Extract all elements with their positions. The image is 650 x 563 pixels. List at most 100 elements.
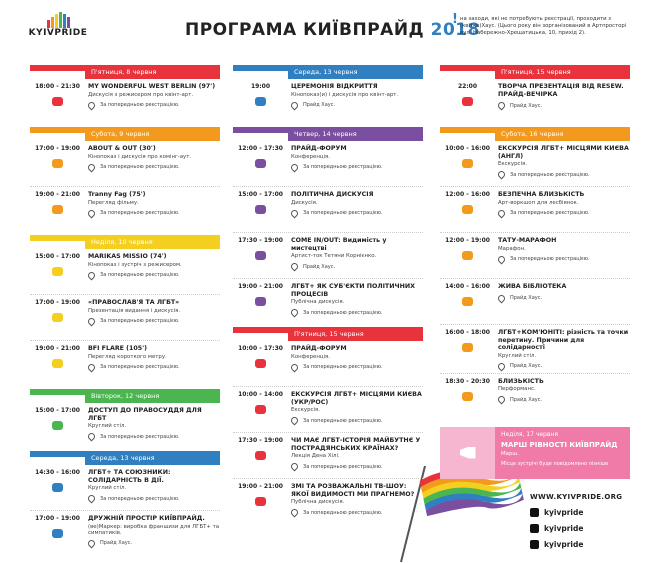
event-time: 14:00 - 16:00 bbox=[445, 283, 490, 290]
event-text: ПРАЙД-ФОРУМ Конференція. За попередньою ре… bbox=[288, 145, 423, 183]
event-time-box: 18:30 - 20:30 bbox=[440, 378, 495, 416]
event-time-box: 15:00 - 17:00 bbox=[30, 253, 85, 291]
event-text: MARIKAS MISSIO (74') Кінопоказ і зустріч … bbox=[85, 253, 220, 291]
event-time: 10:00 - 17:30 bbox=[238, 345, 283, 352]
event-time: 15:00 - 17:00 bbox=[238, 191, 283, 198]
event: 17:30 - 19:00 COME IN/OUT: Видимість у ми… bbox=[233, 232, 423, 278]
event-text: ЛГБТ+ ЯК СУБ'ЄКТИ ПОЛІТИЧНИХ ПРОЦЕСІВ Пуб… bbox=[288, 283, 423, 321]
event-title: MARIKAS MISSIO (74') bbox=[88, 253, 167, 260]
event-text: Tranny Fag (75') Перегляд фільму. За попер… bbox=[85, 191, 220, 229]
march-title: МАРШ РІВНОСТІ КИЇВПРАЙД bbox=[501, 440, 618, 449]
event-description: Арт-воркшоп для лесбіянок. bbox=[498, 199, 579, 206]
pin-icon bbox=[496, 361, 507, 371]
event-text: ЗМІ ТА РОЗВАЖАЛЬНІ ТВ-ШОУ: ЯКОЇ ВИДИМОСТ… bbox=[288, 483, 423, 521]
pin-icon bbox=[289, 261, 300, 272]
pin-icon bbox=[86, 270, 97, 280]
day-label: Вівторок, 12 червня bbox=[85, 389, 220, 403]
event: 12:00 - 16:00 БЕЗПЕЧНА БЛИЗЬКІСТЬ Арт-ворк… bbox=[440, 186, 630, 232]
event-text: ЦЕРЕМОНІЯ ВІДКРИТТЯ Кінопоказ(и) і дискус… bbox=[288, 83, 423, 121]
event-time: 19:00 - 21:00 bbox=[238, 483, 283, 490]
event-text: COME IN/OUT: Видимість у мистецтві Артист… bbox=[288, 237, 423, 275]
event-location: За попередньою реєстрацією. bbox=[289, 461, 423, 472]
event-time-box: 12:00 - 17:30 bbox=[233, 145, 288, 183]
social-icon bbox=[530, 507, 539, 517]
pin-icon bbox=[289, 415, 300, 426]
location-text: За попередньою реєстрацією. bbox=[100, 164, 180, 170]
rainbow-flag bbox=[400, 464, 524, 563]
event-location: За попередньою реєстрацією. bbox=[289, 507, 423, 518]
event-icon bbox=[255, 497, 266, 506]
event-time: 12:00 - 19:00 bbox=[445, 237, 490, 244]
location-text: За попередньою реєстрацією. bbox=[303, 463, 383, 470]
event-time: 16:00 - 18:00 bbox=[445, 329, 490, 336]
event-icon bbox=[255, 159, 266, 168]
location-text: За попередньою реєстрацією. bbox=[303, 210, 383, 216]
event-location: За попередньою реєстрацією. bbox=[496, 254, 630, 264]
event-title: БЛИЗЬКІСТЬ bbox=[498, 377, 544, 385]
event-title: ЧИ МАЄ ЛГБТ-ІСТОРІЯ МАЙБУТНЄ У ПОСТРАДЯН… bbox=[291, 437, 421, 452]
event-title: COME IN/OUT: Видимість у мистецтві bbox=[291, 237, 387, 252]
march-text: Неділя, 17 червня МАРШ РІВНОСТІ КИЇВПРАЙД… bbox=[495, 426, 630, 479]
event: 19:00 - 21:00 Tranny Fag (75') Перегляд фі… bbox=[30, 186, 220, 232]
event-time: 10:00 - 16:00 bbox=[445, 145, 490, 152]
event-description: Перегляд короткого метру. bbox=[88, 353, 167, 360]
event-location: За попередньою реєстрацією. bbox=[496, 208, 630, 218]
location-text: Прайд Хаус. bbox=[100, 540, 133, 546]
megaphone-icon bbox=[459, 446, 476, 459]
event-description: Перформанс. bbox=[498, 386, 536, 392]
event: 17:00 - 19:00 «ПРАВОСЛАВ'Я ТА ЛГБТ» Презен… bbox=[30, 294, 220, 340]
event-text: ПРАЙД-ФОРУМ Конференція. За попередньою ре… bbox=[288, 345, 423, 383]
event-location: За попередньою реєстрацією. bbox=[86, 208, 220, 218]
event-time: 17:00 - 19:00 bbox=[35, 299, 80, 306]
march-icon-box bbox=[440, 427, 495, 479]
pin-icon bbox=[86, 538, 97, 548]
march-box: Неділя, 17 червня МАРШ РІВНОСТІ КИЇВПРАЙД… bbox=[440, 426, 630, 479]
day-header: Вівторок, 12 червня bbox=[30, 389, 220, 403]
pin-icon bbox=[496, 254, 507, 264]
event: 17:30 - 19:00 ЧИ МАЄ ЛГБТ-ІСТОРІЯ МАЙБУТН… bbox=[233, 432, 423, 478]
event-time: 17:00 - 19:00 bbox=[35, 145, 80, 152]
event: 15:00 - 17:00 ДОСТУП ДО ПРАВОСУДДЯ ДЛЯ ЛГ… bbox=[30, 403, 220, 448]
event-description: Конференція. bbox=[291, 353, 330, 360]
pin-icon bbox=[289, 362, 300, 372]
day-header: П'ятниця, 8 червня bbox=[30, 65, 220, 79]
event-title: ЕКСКУРСІЯ ЛГБТ+ МІСЦЯМИ КИЄВА (АНГЛ) bbox=[498, 145, 629, 160]
event-location: Прайд Хаус. bbox=[86, 538, 220, 548]
event-title: ЦЕРЕМОНІЯ ВІДКРИТТЯ bbox=[291, 83, 378, 90]
day-label: Четвер, 14 червня bbox=[288, 127, 423, 141]
event-time-box: 10:00 - 16:00 bbox=[440, 145, 495, 183]
event-title: MY WONDERFUL WEST BERLIN (97') bbox=[88, 83, 216, 90]
event-location: За попередньою реєстрацією. bbox=[496, 169, 630, 180]
event-title: Tranny Fag (75') bbox=[88, 191, 146, 198]
logo-text: KYIVPRIDE bbox=[28, 28, 88, 38]
event-location: За попередньою реєстрацією. bbox=[86, 362, 220, 372]
event-title: ТАТУ-МАРАФОН bbox=[498, 237, 557, 244]
pin-icon bbox=[289, 461, 300, 472]
event: 19:00 ЦЕРЕМОНІЯ ВІДКРИТТЯ Кінопоказ(и) і д… bbox=[233, 79, 423, 124]
event-text: БЛИЗЬКІСТЬ Перформанс. Прайд Хаус. bbox=[495, 378, 630, 416]
event-icon bbox=[52, 159, 63, 168]
event-time: 17:30 - 19:00 bbox=[238, 237, 283, 244]
event-text: БЕЗПЕЧНА БЛИЗЬКІСТЬ Арт-воркшоп для лесбі… bbox=[495, 191, 630, 229]
day-strip bbox=[233, 127, 288, 133]
event: 19:00 - 21:00 ЗМІ ТА РОЗВАЖАЛЬНІ ТВ-ШОУ: … bbox=[233, 478, 423, 524]
logo-bars bbox=[28, 12, 88, 28]
event-time: 12:00 - 17:30 bbox=[238, 145, 283, 152]
event-icon bbox=[462, 159, 473, 168]
event-description: Кінопоказ і дискусія про комінг-аут. bbox=[88, 153, 192, 160]
day-strip bbox=[233, 65, 288, 71]
event-time-box: 17:00 - 19:00 bbox=[30, 515, 85, 553]
event-icon bbox=[52, 267, 63, 276]
event-location: За попередньою реєстрацією. bbox=[289, 415, 423, 426]
event-time-box: 15:00 - 17:00 bbox=[233, 191, 288, 229]
event: 14:30 - 16:00 ЛГБТ+ ТА СОЮЗНИКИ: СОЛІДАРН… bbox=[30, 465, 220, 510]
event-title: ЛГБТ+ ТА СОЮЗНИКИ: СОЛІДАРНІСТЬ В ДІЇ. bbox=[88, 469, 171, 484]
event-icon bbox=[52, 421, 63, 430]
day-header: П'ятниця, 15 червня bbox=[233, 327, 423, 341]
event-time: 10:00 - 14:00 bbox=[238, 391, 283, 398]
day-label: Неділя, 10 червня bbox=[85, 235, 220, 249]
event-location: Прайд Хаус. bbox=[496, 361, 630, 371]
event-time-box: 17:30 - 19:00 bbox=[233, 237, 288, 275]
event-description: Дискусія з режисером про квінт-арт. bbox=[88, 91, 194, 98]
pin-icon bbox=[496, 208, 507, 218]
